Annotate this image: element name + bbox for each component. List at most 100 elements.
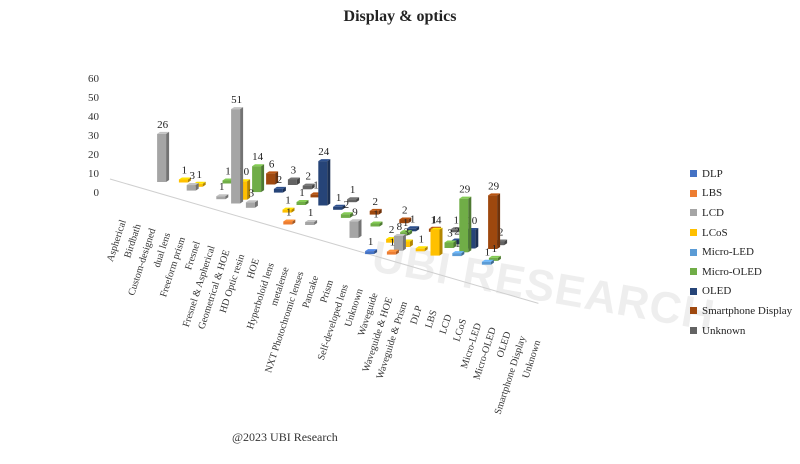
- bar-top: [365, 249, 378, 252]
- bar-top: [399, 217, 412, 220]
- bar: [283, 219, 296, 225]
- data-label: 2: [344, 199, 350, 211]
- legend-item: Smartphone Display: [690, 301, 792, 321]
- bar-front: [333, 206, 343, 210]
- bar: [287, 177, 300, 185]
- bar-front: [459, 198, 469, 253]
- bar-side: [327, 159, 331, 206]
- bar-side: [475, 228, 479, 249]
- bar-top: [347, 197, 360, 200]
- bar-front: [407, 228, 417, 232]
- bar: [302, 183, 315, 190]
- legend-item: LCoS: [690, 223, 792, 243]
- bar-front: [386, 251, 396, 255]
- bar-front: [245, 202, 255, 208]
- bar: [282, 207, 295, 213]
- bar: [178, 177, 191, 183]
- legend-swatch: [690, 209, 697, 217]
- bar-front: [488, 195, 498, 249]
- bar-front: [399, 219, 409, 224]
- bar: [266, 171, 279, 185]
- bar: [349, 219, 362, 238]
- legend-label: DLP: [702, 167, 723, 180]
- category-label: LBS: [424, 309, 440, 330]
- bar-front: [222, 180, 232, 184]
- bar-top: [430, 227, 443, 230]
- data-label: 2: [498, 227, 504, 239]
- data-label: 1: [225, 166, 231, 178]
- legend-item: DLP: [690, 164, 792, 184]
- bar-front: [231, 109, 241, 204]
- credit-text: @2023 UBI Research: [232, 430, 338, 444]
- y-tick-label: 40: [88, 111, 100, 123]
- bar-front: [349, 221, 359, 238]
- legend-label: LCD: [702, 206, 724, 219]
- data-label: 1: [390, 237, 396, 249]
- legend-label: LBS: [702, 187, 723, 200]
- legend-label: OLED: [702, 285, 732, 298]
- bar-front: [302, 185, 312, 190]
- floor-line: [109, 178, 539, 304]
- bar-front: [157, 133, 167, 182]
- bar-side: [416, 226, 420, 232]
- bar-side: [468, 196, 472, 253]
- bar-side: [275, 171, 279, 185]
- legend-swatch: [690, 287, 697, 295]
- bar-side: [408, 217, 412, 224]
- bar-top: [349, 219, 362, 222]
- bar-side: [379, 221, 383, 227]
- bar-top: [369, 208, 382, 211]
- data-label: 29: [488, 180, 500, 192]
- bar-top: [302, 183, 315, 186]
- data-label: 2: [402, 205, 408, 217]
- bar-side: [195, 183, 199, 191]
- bar-top: [488, 255, 501, 258]
- y-tick-label: 50: [88, 92, 100, 104]
- bar-top: [370, 221, 383, 224]
- bar: [231, 107, 244, 204]
- data-label: 1: [492, 243, 498, 255]
- bar-front: [296, 202, 306, 205]
- bar-side: [395, 249, 399, 255]
- bar-front: [266, 173, 276, 185]
- bar: [369, 208, 382, 215]
- data-label: 1: [455, 238, 461, 250]
- bar: [305, 220, 318, 225]
- legend-label: LCoS: [702, 226, 728, 239]
- bar-front: [252, 166, 262, 193]
- data-label: 1: [350, 184, 356, 196]
- bar: [252, 164, 265, 193]
- y-tick-label: 0: [94, 187, 100, 199]
- data-label: 1: [219, 181, 225, 193]
- data-label: 1: [418, 233, 424, 245]
- data-label: 24: [318, 146, 330, 158]
- bar: [452, 251, 465, 257]
- data-label: 1: [403, 217, 409, 229]
- bar-top: [452, 251, 465, 254]
- bar: [481, 259, 494, 265]
- bar-front: [318, 161, 328, 206]
- bar: [157, 131, 170, 182]
- bar-front: [310, 194, 320, 198]
- bar-front: [305, 222, 315, 225]
- bar: [186, 183, 199, 191]
- bar-front: [488, 257, 498, 261]
- data-label: 3: [249, 187, 255, 199]
- bar-side: [291, 207, 295, 213]
- bar: [488, 193, 501, 249]
- bar-side: [409, 239, 413, 247]
- bar-top: [305, 220, 318, 222]
- bar: [444, 240, 457, 248]
- data-label: 1: [453, 214, 459, 226]
- bar-front: [400, 232, 410, 236]
- bar-top: [178, 177, 191, 180]
- data-label: 1: [373, 209, 379, 221]
- bar: [347, 197, 360, 203]
- legend: DLP LBS LCD LCoS Micro-LED Micro-OLED OLED Smar…: [690, 164, 792, 340]
- bar-front: [178, 179, 188, 183]
- bar-front: [216, 196, 226, 200]
- bar-side: [409, 230, 413, 236]
- legend-item: LBS: [690, 184, 792, 204]
- bar-top: [186, 183, 199, 186]
- data-label: 3: [447, 227, 453, 239]
